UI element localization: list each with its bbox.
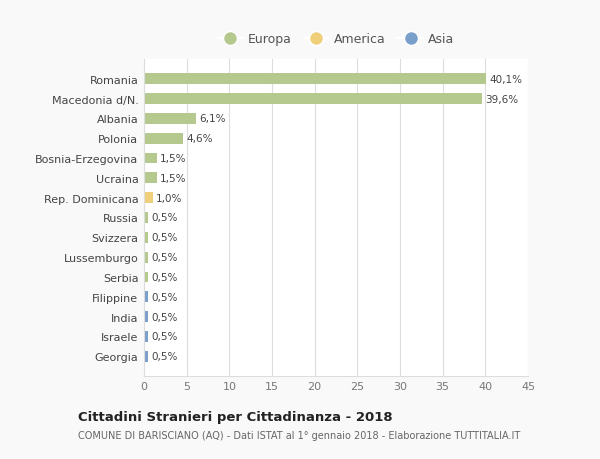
Bar — [144, 153, 157, 164]
Text: 39,6%: 39,6% — [485, 94, 518, 104]
Legend: Europa, America, Asia: Europa, America, Asia — [212, 28, 460, 51]
Text: 0,5%: 0,5% — [152, 312, 178, 322]
Text: 0,5%: 0,5% — [152, 233, 178, 243]
Text: 1,5%: 1,5% — [160, 174, 187, 184]
Bar — [144, 193, 152, 204]
Text: COMUNE DI BARISCIANO (AQ) - Dati ISTAT al 1° gennaio 2018 - Elaborazione TUTTITA: COMUNE DI BARISCIANO (AQ) - Dati ISTAT a… — [78, 431, 520, 440]
Text: 0,5%: 0,5% — [152, 272, 178, 282]
Bar — [144, 114, 196, 124]
Text: 0,5%: 0,5% — [152, 213, 178, 223]
Bar — [144, 272, 148, 283]
Bar — [144, 331, 148, 342]
Bar — [144, 94, 482, 105]
Bar — [144, 252, 148, 263]
Text: Cittadini Stranieri per Cittadinanza - 2018: Cittadini Stranieri per Cittadinanza - 2… — [78, 410, 392, 423]
Bar — [144, 134, 183, 144]
Bar — [144, 312, 148, 322]
Text: 0,5%: 0,5% — [152, 332, 178, 342]
Text: 1,0%: 1,0% — [156, 193, 182, 203]
Bar — [144, 351, 148, 362]
Bar — [144, 292, 148, 302]
Text: 4,6%: 4,6% — [187, 134, 213, 144]
Text: 6,1%: 6,1% — [199, 114, 226, 124]
Text: 40,1%: 40,1% — [490, 74, 523, 84]
Bar — [144, 74, 486, 85]
Text: 0,5%: 0,5% — [152, 252, 178, 263]
Bar — [144, 232, 148, 243]
Text: 0,5%: 0,5% — [152, 292, 178, 302]
Text: 1,5%: 1,5% — [160, 154, 187, 164]
Bar — [144, 213, 148, 224]
Bar — [144, 173, 157, 184]
Text: 0,5%: 0,5% — [152, 352, 178, 362]
